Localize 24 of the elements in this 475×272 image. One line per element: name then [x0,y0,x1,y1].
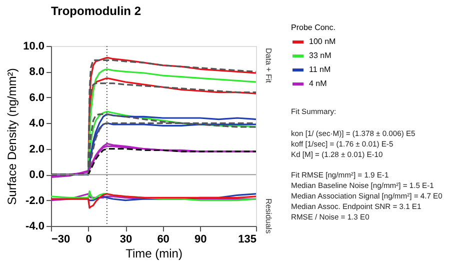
y-tick-label: 0.0 [29,169,44,182]
y-tick-label: -2.0 [26,194,44,207]
x-tick-label: 30 [120,234,132,246]
chart-title: Tropomodulin 2 [51,4,142,18]
x-tick-label: 0 [86,234,92,246]
y-tick-label: 10.0 [23,40,44,52]
text: Residuals [264,198,273,234]
y-tick-label: 6.0 [29,92,44,104]
y-axis-title: Surface Density (ng/mm²) [5,68,20,205]
legend-label: 33 nM [309,51,332,60]
x-tick-label: −30 [52,234,70,246]
legend-title: Probe Conc. [291,23,336,32]
y-tick-label: 4.0 [29,118,44,130]
y-tick-label: -4.0 [26,220,44,232]
x-tick-label: 60 [157,234,170,246]
y-tick-label: 2.0 [29,143,44,156]
x-tick-label: 135 [238,234,256,246]
x-tick-label: 90 [194,234,207,246]
text: Data + Fit [264,48,273,84]
y-tick-label: 8.0 [29,66,44,78]
legend-label: 11 nM [309,65,331,74]
x-axis-title: Time (min) [126,246,182,260]
legend-label: 100 nM [309,37,336,46]
legend-label: 4 nM [309,79,328,88]
